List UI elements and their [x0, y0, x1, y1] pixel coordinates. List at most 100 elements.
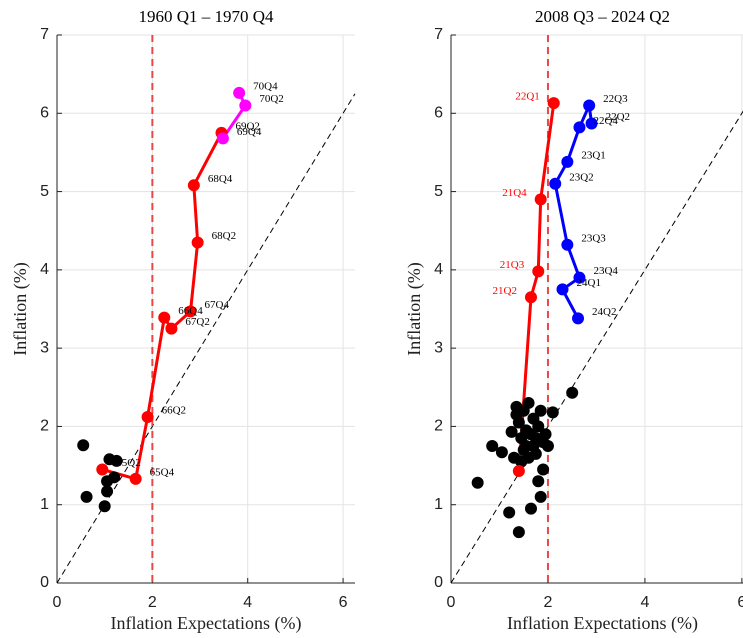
data-point: [512, 416, 525, 429]
data-point: [537, 463, 550, 476]
data-point: [101, 485, 114, 498]
x-tick-label: 6: [339, 594, 348, 611]
x-tick-label: 4: [640, 594, 649, 611]
y-tick-label: 7: [40, 26, 49, 43]
y-tick-label: 2: [434, 418, 443, 435]
y-axis-label: Inflation (%): [404, 262, 425, 355]
point-label: 23Q4: [593, 265, 618, 277]
data-point: [515, 455, 528, 468]
data-point: [522, 396, 535, 409]
data-point: [549, 177, 562, 190]
x-tick-label: 2: [544, 594, 553, 611]
data-point: [108, 471, 121, 484]
data-point: [547, 97, 560, 110]
point-label: 21Q3: [500, 259, 525, 271]
y-tick-label: 1: [434, 496, 443, 513]
x-axis-label: Inflation Expectations (%): [111, 613, 302, 634]
point-label: 66Q4: [178, 305, 203, 317]
data-point: [539, 428, 552, 441]
data-point: [158, 311, 171, 324]
y-tick-label: 5: [40, 183, 49, 200]
data-point: [216, 132, 229, 145]
x-tick-label: 4: [243, 594, 252, 611]
y-axis-label: Inflation (%): [10, 262, 31, 355]
data-point: [532, 420, 545, 433]
data-point: [495, 446, 508, 459]
panel-title: 2008 Q3 – 2024 Q2: [535, 7, 670, 26]
y-tick-label: 4: [40, 261, 49, 278]
data-point: [512, 526, 525, 539]
data-point: [556, 283, 569, 296]
point-label: 23Q3: [581, 232, 606, 244]
point-label: 67Q4: [205, 299, 230, 311]
point-label: 67Q2: [185, 316, 209, 328]
point-label: 23Q1: [581, 149, 605, 161]
data-point: [534, 490, 547, 503]
data-point: [541, 440, 554, 452]
x-tick-label: 0: [53, 594, 62, 611]
data-point: [110, 454, 123, 467]
point-label: 66Q2: [162, 405, 186, 417]
point-label: 69Q4: [237, 126, 262, 138]
point-label: 24Q2: [592, 306, 616, 318]
y-tick-label: 0: [40, 574, 49, 591]
reference-diagonal: [451, 110, 743, 584]
point-label: 70Q4: [253, 80, 278, 92]
point-label: 68Q2: [212, 230, 236, 242]
data-point: [524, 291, 537, 304]
data-point: [503, 506, 516, 519]
data-point: [187, 179, 200, 192]
y-tick-label: 6: [40, 105, 49, 122]
data-point: [141, 411, 154, 424]
data-point: [512, 465, 525, 478]
point-label: 68Q4: [208, 173, 233, 185]
point-label: 22Q3: [603, 93, 628, 105]
data-point: [486, 440, 499, 452]
data-point: [505, 425, 518, 438]
point-label: 23Q2: [569, 171, 593, 183]
data-point: [561, 155, 574, 168]
data-point: [471, 476, 484, 489]
point-label: 65Q2: [116, 457, 140, 469]
point-label: 22Q4: [593, 115, 618, 127]
data-point: [546, 406, 559, 419]
point-label: 69Q2: [235, 120, 259, 132]
point-label: 65Q4: [150, 466, 175, 478]
point-label: 24Q1: [577, 277, 601, 289]
data-point: [524, 502, 537, 515]
point-label: 21Q4: [502, 187, 527, 199]
x-tick-label: 0: [447, 594, 456, 611]
x-tick-label: 6: [737, 594, 743, 611]
data-point: [534, 404, 547, 417]
panel: 0 2 4 6 0 1 2 3 4 5 6 7 2008 Q3 – 2024 Q2 Inflation E…: [404, 7, 743, 634]
data-point: [572, 312, 585, 325]
y-tick-label: 3: [40, 339, 49, 356]
data-point: [239, 99, 252, 112]
data-point: [165, 322, 178, 335]
y-tick-label: 3: [434, 339, 443, 356]
data-point: [520, 440, 533, 452]
data-point: [184, 305, 197, 318]
x-tick-label: 2: [148, 594, 157, 611]
y-tick-label: 2: [40, 418, 49, 435]
data-point: [532, 475, 545, 488]
y-tick-label: 1: [40, 496, 49, 513]
data-point: [585, 117, 598, 130]
plot-area: [451, 35, 743, 584]
y-tick-label: 7: [434, 26, 443, 43]
y-tick-label: 6: [434, 105, 443, 122]
data-point: [98, 500, 111, 513]
data-point: [80, 490, 93, 503]
panel: 0 2 4 6 0 1 2 3 4 5 6 7 1960 Q1 – 1970 Q4 Inflation E…: [10, 7, 356, 634]
y-tick-label: 5: [434, 183, 443, 200]
data-point: [573, 121, 586, 134]
x-axis-label: Inflation Expectations (%): [507, 613, 698, 634]
data-point: [77, 439, 90, 452]
data-point: [129, 472, 142, 485]
data-point: [233, 86, 246, 99]
data-point: [191, 236, 204, 249]
data-point: [561, 238, 574, 251]
data-point: [534, 193, 547, 206]
data-point: [566, 386, 579, 399]
plot-area: [57, 35, 356, 584]
